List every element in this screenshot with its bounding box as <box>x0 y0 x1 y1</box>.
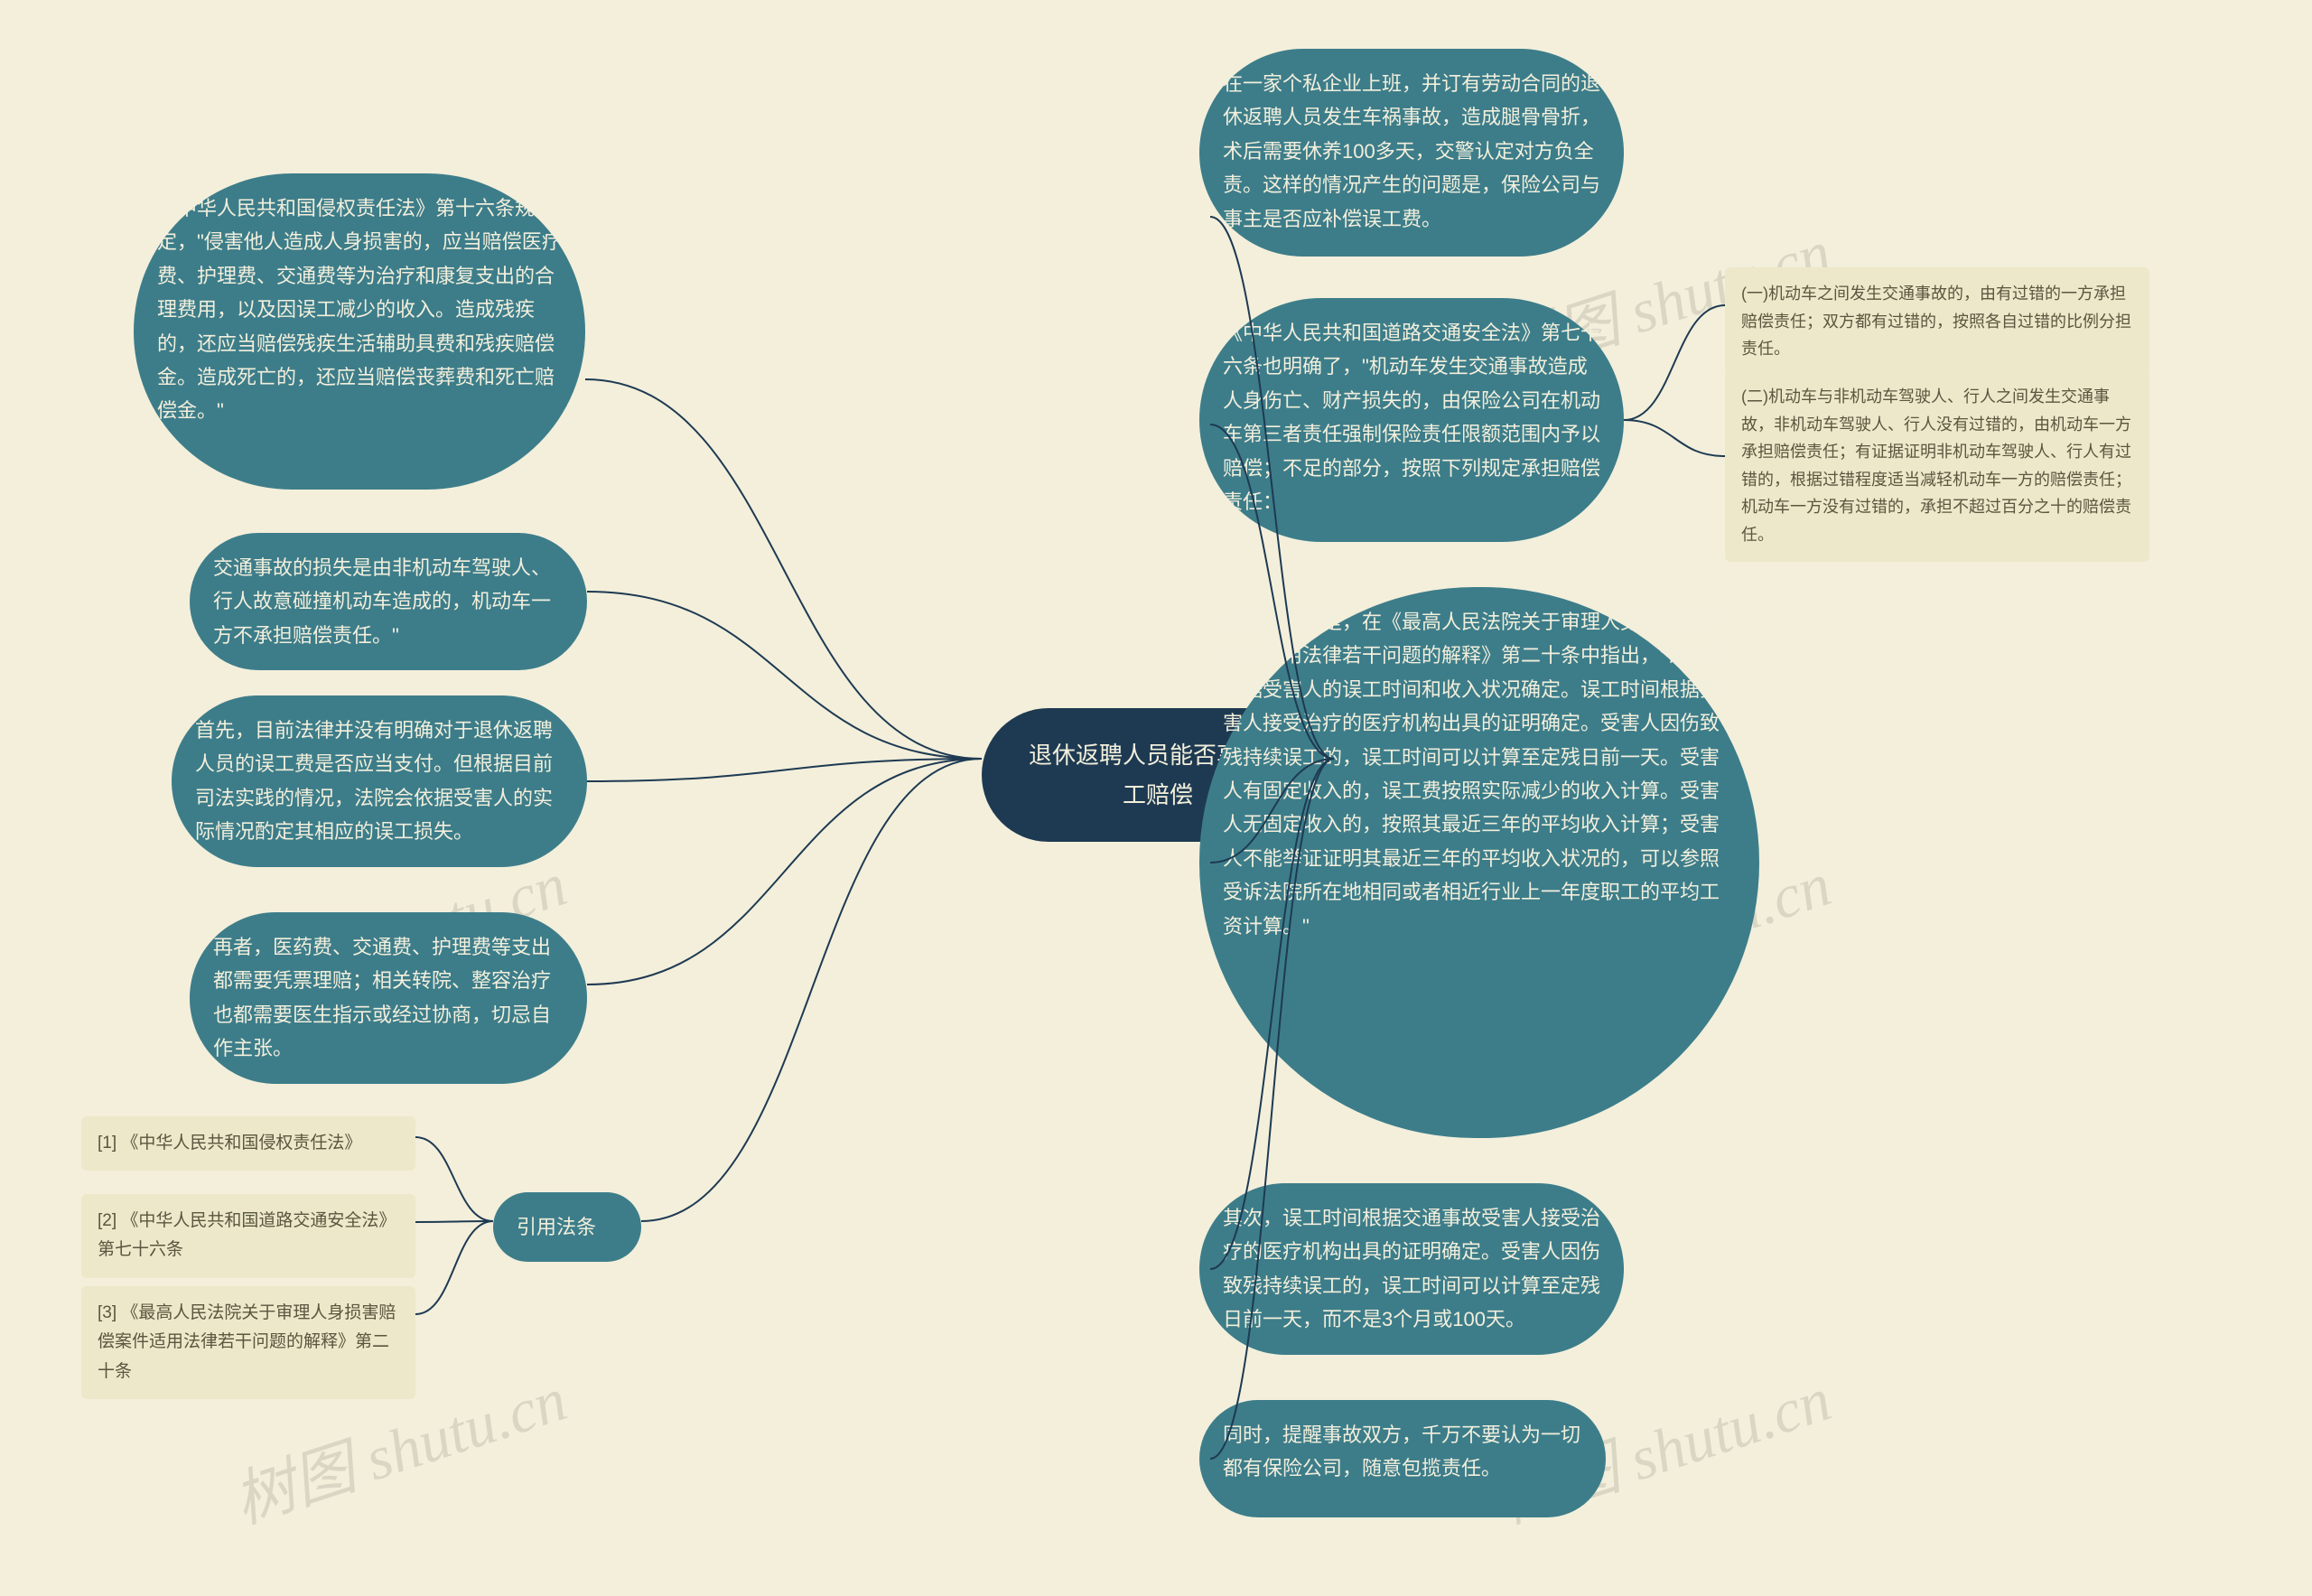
node-text: [1] 《中华人民共和国侵权责任法》 <box>98 1134 361 1153</box>
node-text: 《中华人民共和国侵权责任法》第十六条规定，"侵害他人造成人身损害的，应当赔偿医疗… <box>157 197 562 422</box>
node-text: 再者，医药费、交通费、护理费等支出都需要凭票理赔；相关转院、整容治疗也都需要医生… <box>213 936 551 1059</box>
node-text: 《中华人民共和国道路交通安全法》第七十六条也明确了，"机动车发生交通事故造成人身… <box>1223 322 1600 513</box>
node-left5c: [3] 《最高人民法院关于审理人身损害赔偿案件适用法律若干问题的解释》第二十条 <box>81 1286 415 1399</box>
node-text: 首先，目前法律并没有明确对于退休返聘人员的误工费是否应当支付。但根据目前司法实践… <box>195 719 553 843</box>
node-left2: 交通事故的损失是由非机动车驾驶人、行人故意碰撞机动车造成的，机动车一方不承担赔偿… <box>190 533 587 670</box>
mindmap-canvas: 树图 shutu.cn树图 shutu.cn树图 shutu.cn树图 shut… <box>0 0 2312 1596</box>
node-left1: 《中华人民共和国侵权责任法》第十六条规定，"侵害他人造成人身损害的，应当赔偿医疗… <box>134 173 585 490</box>
node-text: 同时，提醒事故双方，千万不要认为一切都有保险公司，随意包揽责任。 <box>1223 1423 1580 1479</box>
node-text: [2] 《中华人民共和国道路交通安全法》第七十六条 <box>98 1211 396 1259</box>
node-text: [3] 《最高人民法院关于审理人身损害赔偿案件适用法律若干问题的解释》第二十条 <box>98 1303 396 1381</box>
node-left5b: [2] 《中华人民共和国道路交通安全法》第七十六条 <box>81 1194 415 1278</box>
node-text: (一)机动车之间发生交通事故的，由有过错的一方承担赔偿责任；双方都有过错的，按照… <box>1741 285 2131 358</box>
node-left5a: [1] 《中华人民共和国侵权责任法》 <box>81 1116 415 1171</box>
node-left4: 再者，医药费、交通费、护理费等支出都需要凭票理赔；相关转院、整容治疗也都需要医生… <box>190 912 587 1084</box>
node-right2b: (二)机动车与非机动车驾驶人、行人之间发生交通事故，非机动车驾驶人、行人没有过错… <box>1725 370 2149 562</box>
node-right3: 值得注意的是，在《最高人民法院关于审理人身损害赔偿案件适用法律若干问题的解释》第… <box>1199 587 1759 1138</box>
node-right2: 《中华人民共和国道路交通安全法》第七十六条也明确了，"机动车发生交通事故造成人身… <box>1199 298 1624 542</box>
node-text: 引用法条 <box>517 1216 596 1238</box>
node-right5: 同时，提醒事故双方，千万不要认为一切都有保险公司，随意包揽责任。 <box>1199 1400 1606 1517</box>
node-text: (二)机动车与非机动车驾驶人、行人之间发生交通事故，非机动车驾驶人、行人没有过错… <box>1741 387 2131 544</box>
node-text: 值得注意的是，在《最高人民法院关于审理人身损害赔偿案件适用法律若干问题的解释》第… <box>1223 611 1727 938</box>
node-text: 在一家个私企业上班，并订有劳动合同的退休返聘人员发生车祸事故，造成腿骨骨折，术后… <box>1223 72 1600 230</box>
node-left5: 引用法条 <box>493 1192 641 1262</box>
node-text: 其次，误工时间根据交通事故受害人接受治疗的医疗机构出具的证明确定。受害人因伤致残… <box>1223 1207 1600 1330</box>
node-right1: 在一家个私企业上班，并订有劳动合同的退休返聘人员发生车祸事故，造成腿骨骨折，术后… <box>1199 49 1624 257</box>
node-right4: 其次，误工时间根据交通事故受害人接受治疗的医疗机构出具的证明确定。受害人因伤致残… <box>1199 1183 1624 1355</box>
node-right2a: (一)机动车之间发生交通事故的，由有过错的一方承担赔偿责任；双方都有过错的，按照… <box>1725 267 2149 376</box>
node-text: 交通事故的损失是由非机动车驾驶人、行人故意碰撞机动车造成的，机动车一方不承担赔偿… <box>213 556 551 647</box>
node-left3: 首先，目前法律并没有明确对于退休返聘人员的误工费是否应当支付。但根据目前司法实践… <box>172 695 587 867</box>
